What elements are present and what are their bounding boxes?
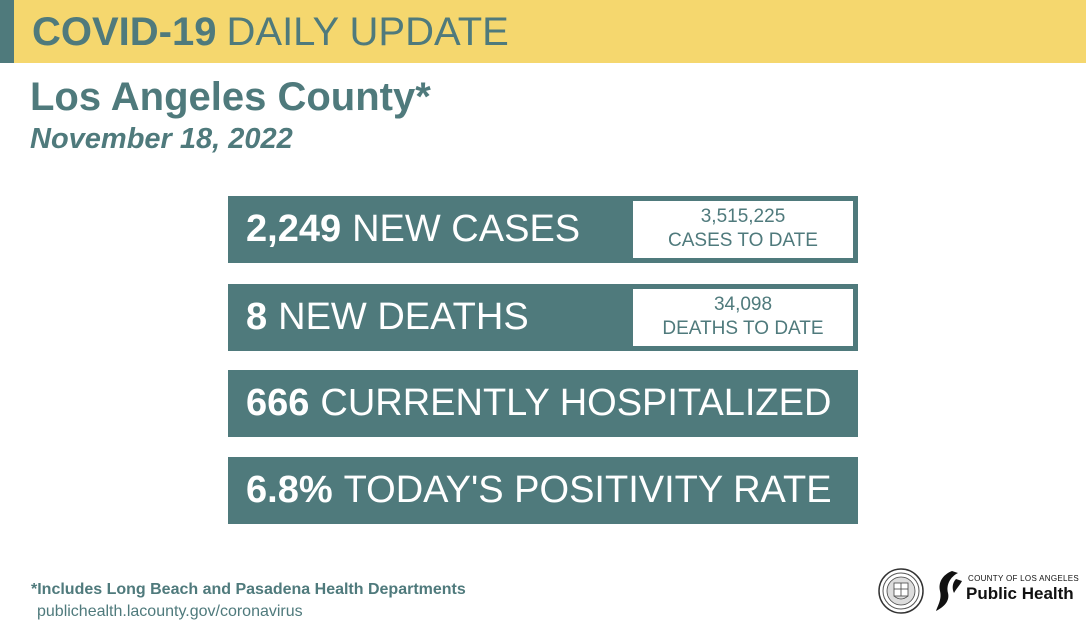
cases-to-date-value: 3,515,225	[700, 206, 786, 227]
stat-hospitalized-text: 666 CURRENTLY HOSPITALIZED	[246, 370, 831, 437]
banner-title-bold: COVID-19	[32, 10, 217, 54]
hospitalized-label: CURRENTLY HOSPITALIZED	[320, 382, 832, 424]
stat-positivity-rate: 6.8% TODAY'S POSITIVITY RATE	[228, 457, 858, 524]
new-deaths-number: 8	[246, 296, 268, 338]
stat-new-cases-text: 2,249 NEW CASES	[246, 196, 580, 263]
county-seal-icon	[878, 568, 924, 614]
cases-to-date-label: CASES TO DATE	[668, 230, 818, 251]
footnote: *Includes Long Beach and Pasadena Health…	[31, 581, 466, 598]
report-date: November 18, 2022	[30, 123, 293, 155]
stat-new-cases: 2,249 NEW CASES 3,515,225 CASES TO DATE	[228, 196, 858, 263]
stat-new-deaths: 8 NEW DEATHS 34,098 DEATHS TO DATE	[228, 284, 858, 351]
logo-public-health-text: Public Health	[966, 584, 1074, 603]
hospitalized-number: 666	[246, 382, 310, 424]
positivity-label: TODAY'S POSITIVITY RATE	[343, 469, 832, 511]
title-banner: COVID-19 DAILY UPDATE	[0, 0, 1086, 63]
banner-title-rest: DAILY UPDATE	[226, 10, 509, 54]
website-url: publichealth.lacounty.gov/coronavirus	[37, 603, 303, 620]
public-health-mark-icon	[936, 571, 962, 611]
county-heading: Los Angeles County*	[30, 75, 431, 119]
deaths-to-date-label: DEATHS TO DATE	[662, 318, 824, 339]
new-deaths-label: NEW DEATHS	[278, 296, 529, 338]
positivity-number: 6.8%	[246, 469, 333, 511]
logo-county-text: County of Los Angeles	[968, 574, 1080, 583]
public-health-logo: County of Los Angeles Public Health	[934, 568, 1080, 614]
banner-accent-bar	[0, 0, 14, 63]
stat-new-deaths-text: 8 NEW DEATHS	[246, 284, 529, 351]
stat-hospitalized: 666 CURRENTLY HOSPITALIZED	[228, 370, 858, 437]
stat-positivity-text: 6.8% TODAY'S POSITIVITY RATE	[246, 457, 832, 524]
cases-to-date-box: 3,515,225 CASES TO DATE	[633, 201, 853, 258]
new-cases-number: 2,249	[246, 208, 342, 250]
deaths-to-date-box: 34,098 DEATHS TO DATE	[633, 289, 853, 346]
new-cases-label: NEW CASES	[352, 208, 581, 250]
deaths-to-date-value: 34,098	[713, 294, 773, 315]
banner-title: COVID-19 DAILY UPDATE	[32, 8, 509, 56]
